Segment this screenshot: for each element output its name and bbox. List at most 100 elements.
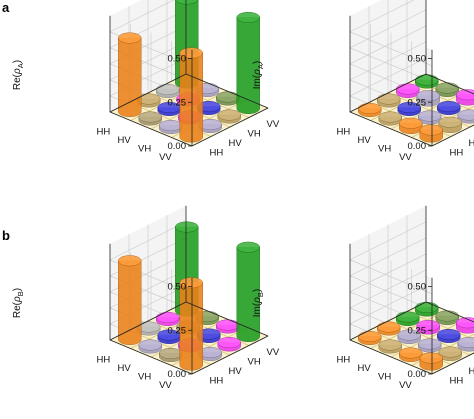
bar-top [437, 328, 461, 341]
bar-VH-VH [197, 100, 221, 115]
z-tick-label: 0.50 [168, 54, 187, 65]
row-tick-label: VH [138, 143, 151, 154]
row-tick-label: HV [358, 135, 372, 146]
bar-HH-HH [118, 32, 142, 117]
bar-top [118, 255, 142, 267]
axis-edge [185, 301, 269, 337]
bar-top [399, 117, 423, 129]
z-axis-label: Re(ρA) [12, 60, 25, 90]
bar-HV-VV [435, 310, 459, 325]
col-tick-label: HV [229, 138, 243, 149]
z-axis-label-greek: ρ [12, 68, 23, 75]
bar-VH-HV [418, 338, 442, 353]
z-axis-label-prefix: Re( [12, 73, 23, 90]
axis-edge [109, 339, 193, 375]
bar-top [378, 339, 402, 351]
col-tick-label: VH [248, 128, 261, 139]
bar-top [156, 83, 180, 96]
z-tick-label: 0.25 [408, 325, 427, 336]
bar-HH-HH [358, 102, 382, 117]
z-axis-label-sub: A [256, 64, 265, 69]
bar-HV-HH [378, 111, 402, 126]
bar-top [156, 311, 180, 324]
bar-VH-HH [399, 347, 423, 362]
axis-edge [349, 111, 433, 147]
bar-HH-VV [415, 74, 439, 89]
bar-top [159, 347, 183, 360]
z-tick-label: 0.25 [408, 97, 427, 108]
axis-edge [109, 73, 187, 113]
bar-VH-VV [456, 89, 474, 106]
z-tick-label: 0.00 [408, 141, 427, 152]
z-axis-label: Im(ρB) [252, 289, 265, 318]
bar-top [377, 93, 401, 105]
col-tick-label: VV [267, 347, 280, 358]
bar-body [179, 52, 203, 143]
bar-body [236, 17, 260, 114]
bar-body [118, 37, 142, 117]
axis-edge [349, 301, 427, 341]
bar-VH-HH [399, 117, 423, 134]
axis-edge [191, 107, 269, 147]
z-axis-label-sub: B [16, 291, 25, 296]
bar-HH-VH [156, 83, 180, 98]
bar-VH-HH [159, 119, 183, 134]
z-tick-label: 0.00 [168, 369, 187, 380]
bar-top [418, 338, 442, 350]
bar-HH-HH [118, 255, 142, 345]
bar-HH-VH [396, 83, 420, 98]
bar-HH-VH [156, 311, 180, 326]
axis-edge [425, 301, 474, 323]
bar-top [399, 347, 423, 359]
bar-top [419, 124, 443, 136]
z-axis-label-prefix: Im( [252, 302, 263, 317]
z-tick-label: 0.50 [168, 282, 187, 293]
row-tick-label: VV [159, 152, 172, 163]
axis-edge [431, 124, 474, 147]
z-axis-label-greek: ρ [12, 296, 23, 303]
bar-VV-HV [438, 346, 462, 361]
row-tick-label: VV [399, 152, 412, 163]
col-tick-label: HV [229, 366, 243, 377]
bar-top [397, 329, 421, 341]
panel-letter: a [2, 0, 10, 15]
z-tick-label: 0.50 [408, 54, 427, 65]
bar-top [175, 221, 199, 233]
z-axis-label-suffix: ) [252, 61, 263, 64]
bar-top [415, 301, 439, 314]
bar-top [236, 241, 260, 253]
bar-top [175, 0, 199, 5]
col-tick-label: HV [469, 138, 474, 149]
col-tick-label: VV [267, 119, 280, 130]
z-tick-label: 0.50 [408, 282, 427, 293]
z-axis-label: Re(ρB) [12, 288, 25, 318]
bar-VV-VV [236, 11, 260, 114]
bar-top [438, 116, 462, 128]
row-tick-label: HH [337, 354, 351, 365]
axis-edge [425, 73, 474, 95]
bar-top [179, 277, 203, 289]
bar-HH-HV [377, 321, 401, 336]
bar-top [159, 119, 183, 132]
bar-body [118, 260, 142, 345]
bar-VH-VH [437, 328, 461, 343]
bar-top [217, 336, 241, 349]
bar-top [435, 310, 459, 322]
bar-top [435, 82, 459, 94]
z-axis-label-sub: A [16, 63, 25, 68]
bar-HH-VV [415, 301, 439, 317]
bar-top [438, 346, 462, 358]
bar-VV-HH [419, 352, 443, 371]
axis-edge [185, 73, 269, 109]
z-axis-label-prefix: Im( [252, 74, 263, 89]
row-tick-label: HH [97, 126, 111, 137]
col-tick-label: VH [248, 356, 261, 367]
row-tick-label: HV [118, 135, 132, 146]
row-tick-label: VH [378, 143, 391, 154]
panel-a-imaginary: 0.000.250.50HHHVVHVVHHHVVHVVIm(ρA) [252, 0, 474, 163]
row-tick-label: HH [97, 354, 111, 365]
z-axis-label-greek: ρ [252, 69, 263, 76]
